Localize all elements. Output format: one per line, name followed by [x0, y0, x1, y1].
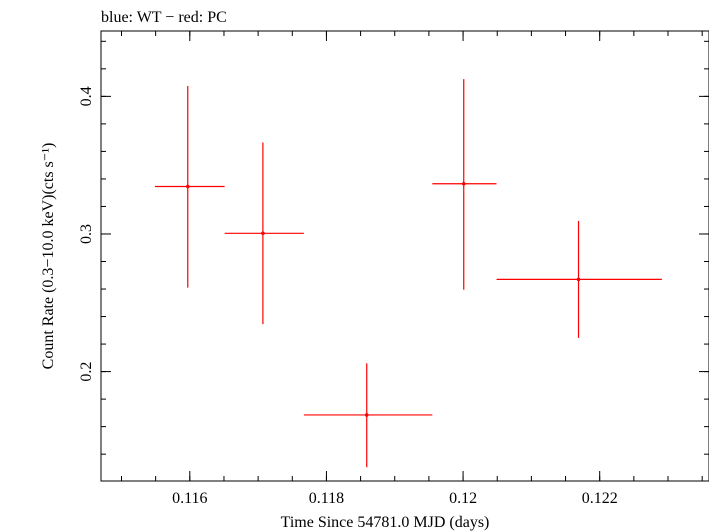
point-marker: [364, 413, 369, 417]
x-tick-label: 0.118: [309, 490, 344, 507]
point-marker: [576, 277, 581, 282]
point-marker: [185, 184, 190, 189]
data-point: [496, 220, 662, 338]
point-marker: [461, 181, 466, 186]
data-series-pc: [154, 79, 662, 468]
chart-title: blue: WT − red: PC: [101, 9, 227, 26]
y-tick-label: 0.2: [78, 362, 95, 382]
x-axis: 0.116 0.118 0.12 0.122: [120, 31, 703, 507]
x-tick-label: 0.122: [582, 490, 618, 507]
data-point: [432, 79, 497, 290]
data-point: [154, 86, 225, 288]
x-tick-label: 0.12: [449, 490, 477, 507]
y-tick-label: 0.3: [78, 224, 95, 244]
y-axis-label: Count Rate (0.3−10.0 keV)(cts s⁻¹): [40, 143, 57, 370]
x-axis-label: Time Since 54781.0 MJD (days): [281, 514, 490, 531]
y-axis: 0.2 0.3 0.4: [78, 40, 709, 455]
data-point: [224, 142, 304, 325]
plot-frame: [100, 30, 709, 482]
y-tick-label: 0.4: [78, 86, 95, 106]
data-point: [303, 363, 433, 468]
x-tick-label: 0.116: [172, 490, 207, 507]
point-marker: [261, 231, 265, 236]
